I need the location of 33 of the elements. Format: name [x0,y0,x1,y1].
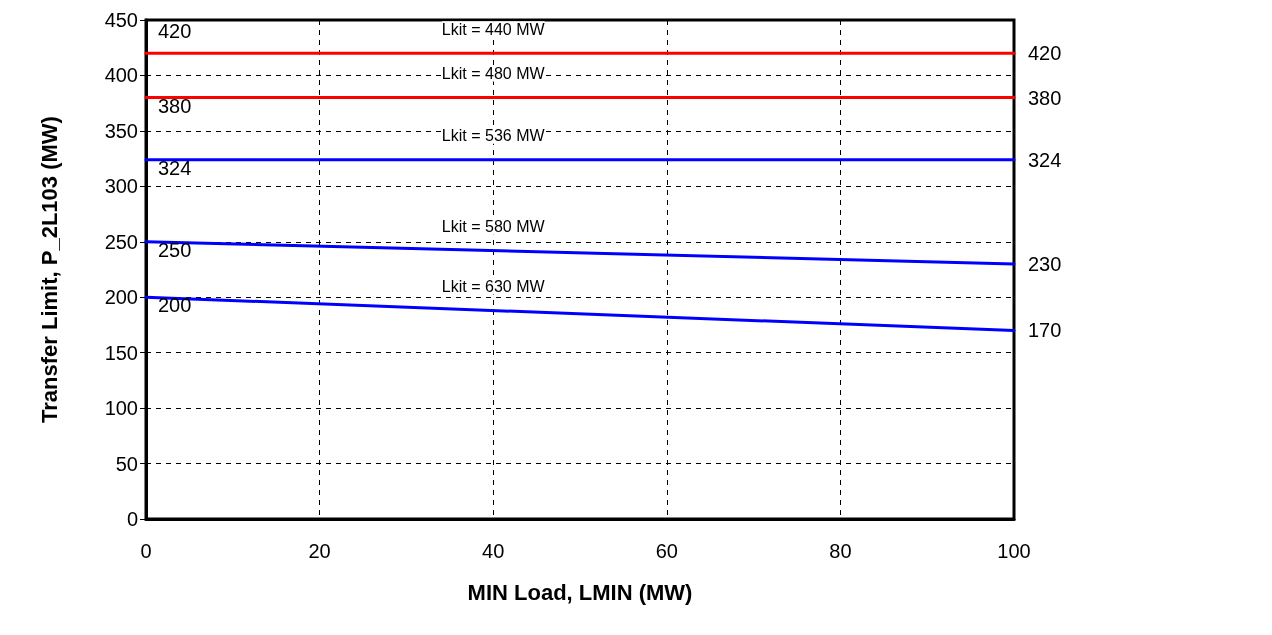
series-label: Lkit = 536 MW [441,127,546,145]
series-label: Lkit = 480 MW [441,65,546,83]
x-axis-title: MIN Load, LMIN (MW) [467,579,693,605]
data-label: 324 [1028,148,1062,171]
y-axis-title: Transfer Limit, P_2L103 (MW) [36,116,62,423]
x-tick-label: 60 [655,540,678,562]
data-label: 420 [1028,42,1062,65]
data-label: 170 [1028,319,1062,342]
data-label: 200 [158,294,192,317]
y-tick-label: 0 [126,508,138,530]
x-tick-label: 0 [140,540,152,562]
series-label: Lkit = 630 MW [441,278,546,296]
y-tick-label: 200 [104,286,138,309]
y-tick-label: 350 [104,119,138,142]
x-tick-label: 20 [308,540,331,562]
data-label: 230 [1028,252,1062,275]
y-tick-label: 300 [104,175,138,198]
x-tick-label: 40 [482,540,505,562]
data-label: 420 [158,20,192,43]
series-label: Lkit = 580 MW [441,218,546,236]
x-tick-label: 80 [829,540,852,562]
y-tick-label: 150 [104,341,138,364]
series-label: Lkit = 440 MW [441,20,546,38]
data-label: 380 [1028,86,1062,109]
data-label: 324 [158,156,192,179]
y-tick-label: 100 [104,397,138,420]
x-tick-label: 100 [997,540,1031,562]
y-tick-label: 50 [115,452,138,475]
y-tick-label: 400 [104,64,138,87]
y-tick-label: 450 [104,9,138,31]
data-label: 250 [158,238,192,261]
y-tick-label: 250 [104,230,138,253]
data-label: 380 [158,94,192,117]
